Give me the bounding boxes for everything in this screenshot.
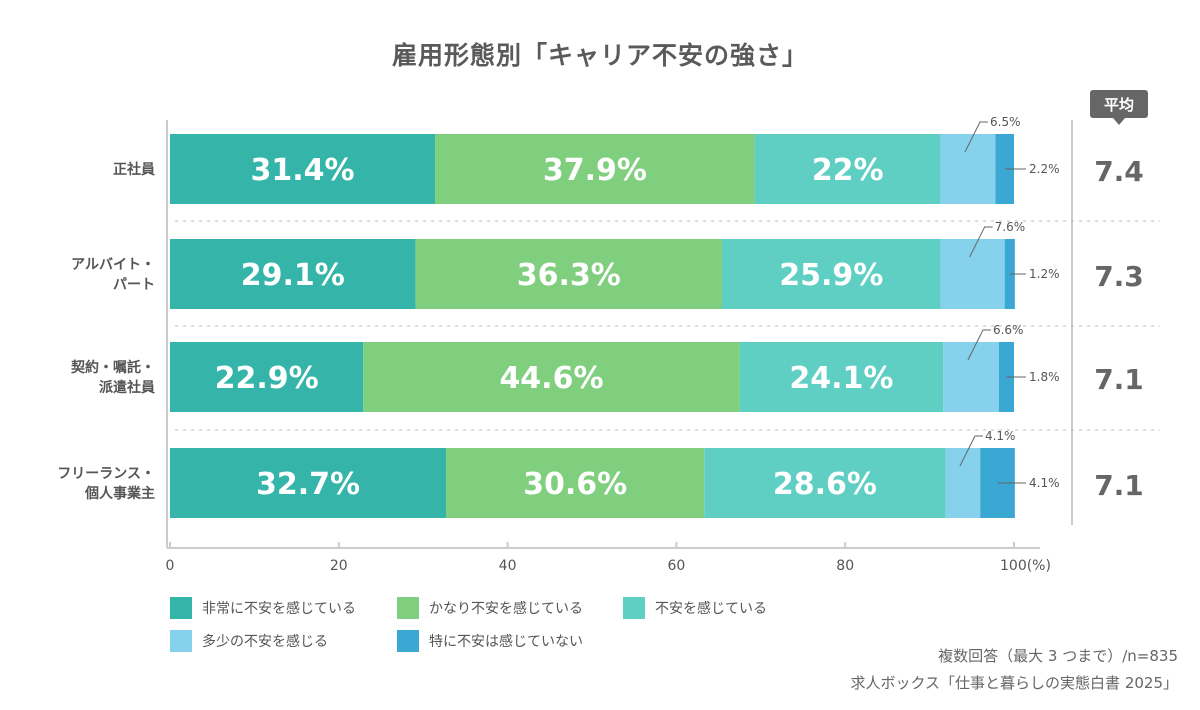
legend-swatch [170, 597, 192, 619]
data-label: 6.6% [993, 323, 1024, 337]
bar-segment [754, 134, 941, 204]
leader-line [969, 226, 993, 258]
bar-segment [739, 342, 944, 412]
legend-label: 非常に不安を感じている [202, 601, 356, 617]
bar-segment [445, 448, 705, 518]
bar-segment [415, 239, 722, 309]
legend-item: 多少の不安を感じる [170, 630, 328, 652]
bar-segment [435, 134, 755, 204]
category-label: 個人事業主 [84, 485, 155, 502]
data-label: 7.6% [995, 220, 1026, 234]
data-label: 30.6% [523, 467, 627, 502]
data-label: 25.9% [779, 258, 883, 293]
category-label: 契約・嘱託・ [70, 359, 155, 376]
bar-segment [170, 448, 446, 518]
sample-note: 複数回答（最大 3 つまで）/n=835 [938, 647, 1178, 665]
bar-segment [170, 134, 436, 204]
bar-segment [363, 342, 740, 412]
legend-swatch [170, 630, 192, 652]
x-tick-label: 80 [836, 558, 854, 574]
average-value: 7.4 [1094, 155, 1144, 188]
data-label: 28.6% [773, 467, 877, 502]
data-label: 4.1% [1029, 476, 1060, 490]
data-label: 1.8% [1029, 370, 1060, 384]
bar-segment [170, 239, 416, 309]
data-label: 2.2% [1029, 162, 1060, 176]
category-label: パート [113, 277, 155, 293]
legend-label: 不安を感じている [655, 601, 767, 617]
category-label: 正社員 [113, 161, 155, 178]
data-label: 22% [812, 153, 884, 188]
data-label: 31.4% [250, 153, 354, 188]
average-value: 7.1 [1094, 363, 1144, 396]
bar-segment [170, 342, 364, 412]
leader-line [964, 121, 989, 153]
data-label: 22.9% [215, 361, 319, 396]
leader-line [959, 435, 983, 467]
legend-item: かなり不安を感じている [397, 597, 583, 619]
data-label: 6.5% [990, 115, 1021, 129]
category-label: フリーランス・ [57, 466, 155, 482]
leader-line [967, 329, 991, 361]
legend-label: かなり不安を感じている [429, 601, 583, 617]
category-label: 派遣社員 [99, 379, 155, 396]
source-note: 求人ボックス「仕事と暮らしの実態白書 2025」 [850, 674, 1179, 692]
legend-swatch [397, 597, 419, 619]
x-tick-label: 100(%) [1000, 558, 1051, 574]
data-label: 37.9% [543, 153, 647, 188]
legend-item: 非常に不安を感じている [170, 597, 356, 619]
data-label: 32.7% [256, 467, 360, 502]
bar-segment [943, 342, 999, 412]
category-label: アルバイト・ [71, 257, 155, 273]
bar-segment [945, 448, 981, 518]
average-badge-pointer [1113, 118, 1125, 125]
legend-swatch [397, 630, 419, 652]
data-label: 24.1% [789, 361, 893, 396]
legend-label: 多少の不安を感じる [202, 634, 328, 650]
average-badge-label: 平均 [1104, 96, 1134, 114]
average-value: 7.1 [1094, 469, 1144, 502]
x-tick-label: 40 [499, 558, 517, 574]
x-tick-label: 60 [667, 558, 685, 574]
data-label: 44.6% [499, 361, 603, 396]
x-tick-label: 0 [166, 558, 175, 574]
legend-item: 不安を感じている [623, 597, 767, 619]
bar-segment [704, 448, 946, 518]
x-tick-label: 20 [330, 558, 348, 574]
data-label: 1.2% [1029, 267, 1060, 281]
bar-segment [940, 134, 996, 204]
data-label: 36.3% [517, 258, 621, 293]
legend-item: 特に不安は感じていない [397, 630, 583, 652]
data-label: 4.1% [985, 429, 1016, 443]
bar-segment [721, 239, 941, 309]
legend-label: 特に不安は感じていない [429, 634, 583, 650]
chart-title: 雇用形態別「キャリア不安の強さ」 [391, 41, 808, 70]
average-badge [1090, 90, 1148, 118]
data-label: 29.1% [241, 258, 345, 293]
average-value: 7.3 [1094, 260, 1144, 293]
legend-swatch [623, 597, 645, 619]
bar-segment [940, 239, 1005, 309]
